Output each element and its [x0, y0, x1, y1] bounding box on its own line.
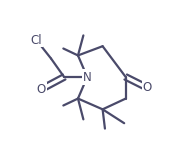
Text: O: O: [143, 81, 152, 94]
Text: Cl: Cl: [31, 34, 42, 47]
Text: O: O: [36, 83, 46, 96]
Text: N: N: [83, 71, 92, 83]
